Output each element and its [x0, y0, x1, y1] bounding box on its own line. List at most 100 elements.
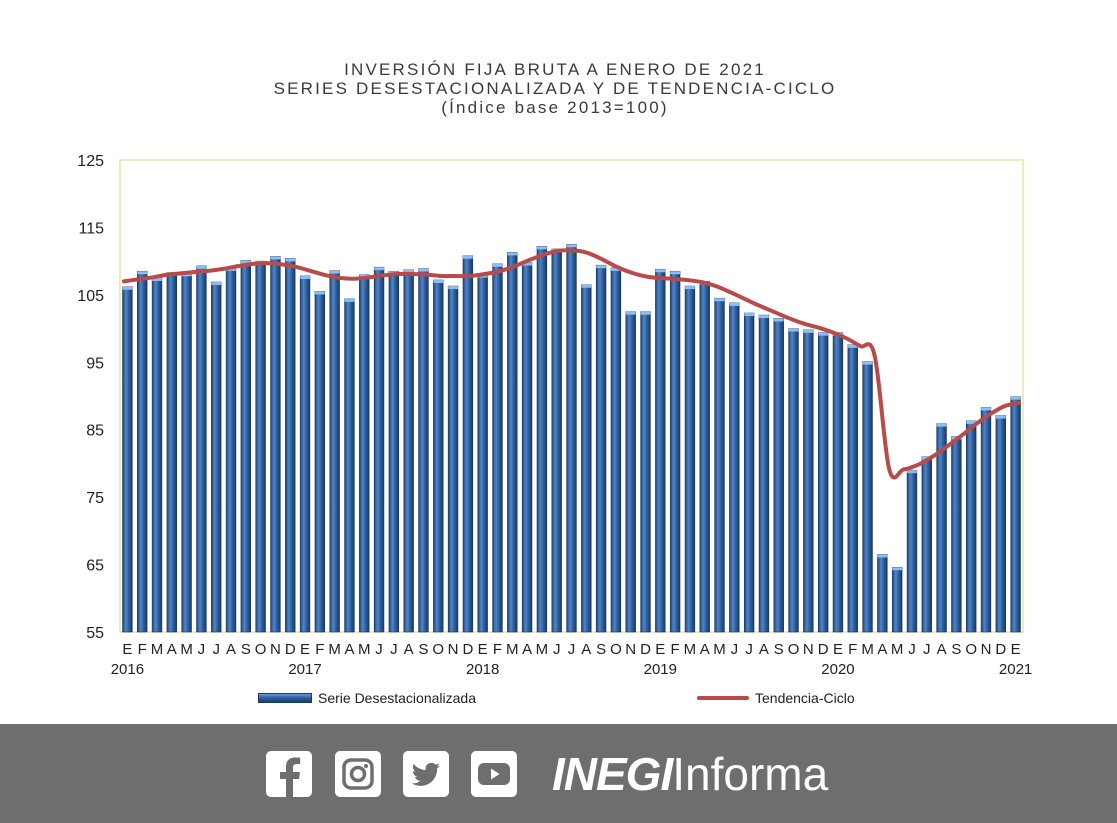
y-axis: 55 65 75 85 95 105 115 125: [77, 153, 104, 642]
bar-cap: [685, 286, 695, 290]
bar-cap: [581, 284, 592, 288]
x-month-label: F: [315, 641, 324, 658]
bar: [758, 314, 770, 633]
bar: [891, 566, 903, 633]
x-month-label: N: [803, 641, 814, 658]
x-month-label: F: [848, 641, 857, 658]
inegi-informa-logo[interactable]: INEGIInforma: [552, 746, 828, 802]
bar: [285, 258, 296, 633]
x-month-label: O: [610, 641, 622, 658]
x-month-label: J: [553, 641, 561, 658]
chart-subtitle: SERIES DESESTACIONALIZADA Y DE TENDENCIA…: [273, 79, 837, 98]
bar: [595, 264, 607, 633]
bar: [862, 361, 873, 633]
bar: [240, 260, 252, 633]
bar-cap: [314, 291, 325, 295]
bar: [388, 270, 400, 633]
bar-series: [122, 243, 1021, 633]
x-month-label: S: [596, 641, 606, 658]
bar: [566, 243, 577, 633]
bar: [492, 263, 503, 633]
bar-cap: [670, 271, 681, 275]
youtube-icon[interactable]: [471, 751, 517, 797]
x-month-label: A: [522, 641, 532, 658]
x-month-label: J: [923, 641, 931, 658]
bar: [714, 297, 725, 633]
bar-cap: [374, 267, 384, 271]
bar: [817, 332, 829, 633]
bar-cap: [122, 286, 133, 290]
bar-cap: [655, 269, 666, 273]
legend-item-line: Tendencia-Ciclo: [697, 690, 855, 706]
bar-cap: [152, 278, 162, 281]
bar-cap: [507, 252, 518, 256]
bar-cap: [1010, 396, 1021, 400]
brand-strong: INEGI: [552, 748, 673, 800]
x-month-label: S: [774, 641, 784, 658]
x-month-label: D: [462, 641, 473, 658]
x-month-label: A: [937, 641, 947, 658]
bar-cap: [759, 315, 769, 319]
legend-item-bar: Serie Desestacionalizada: [258, 690, 476, 706]
x-month-label: O: [965, 641, 977, 658]
legend-line-label: Tendencia-Ciclo: [755, 690, 855, 706]
y-tick-label: 55: [86, 625, 104, 642]
x-month-label: M: [506, 641, 519, 658]
bar-cap: [403, 269, 414, 273]
chart-subtitle-2: (Índice base 2013=100): [441, 98, 669, 117]
y-tick-label: 125: [77, 153, 104, 170]
bar-cap: [448, 286, 458, 290]
bar: [477, 274, 488, 633]
x-year-label: 2019: [644, 661, 677, 678]
bar-cap: [877, 554, 888, 558]
bar-cap: [862, 361, 873, 365]
bar-cap: [270, 256, 281, 260]
bar-cap: [847, 344, 858, 348]
x-month-label: J: [198, 641, 206, 658]
bar: [966, 420, 977, 633]
bar: [640, 311, 651, 633]
instagram-icon[interactable]: [335, 751, 381, 797]
twitter-icon[interactable]: [403, 751, 449, 797]
x-month-label: E: [300, 641, 310, 658]
bar-cap: [729, 302, 740, 306]
bar: [373, 266, 385, 633]
x-month-label: M: [151, 641, 164, 658]
facebook-icon[interactable]: [266, 751, 312, 797]
x-month-label: A: [344, 641, 354, 658]
x-month-label: A: [581, 641, 591, 658]
bar: [521, 262, 533, 633]
bar-cap: [196, 265, 207, 269]
x-month-label: J: [375, 641, 383, 658]
bar: [359, 274, 370, 633]
bar-cap: [773, 318, 784, 322]
bar-cap: [966, 420, 977, 424]
bar: [196, 265, 207, 633]
bar: [507, 252, 518, 633]
x-month-label: J: [212, 641, 220, 658]
x-year-label: 2017: [288, 661, 321, 678]
legend-line-swatch: [697, 696, 749, 700]
bar: [137, 270, 148, 633]
bar: [610, 267, 622, 633]
x-month-label: M: [358, 641, 371, 658]
legend: Serie Desestacionalizada Tendencia-Ciclo: [0, 690, 1117, 712]
bar-cap: [936, 423, 947, 427]
bar: [699, 281, 710, 633]
x-month-label: S: [418, 641, 428, 658]
bar: [729, 302, 740, 633]
x-month-label: M: [891, 641, 904, 658]
bar-cap: [240, 260, 251, 264]
bar: [462, 255, 474, 633]
bar-cap: [892, 567, 903, 571]
bar: [551, 248, 562, 633]
bar: [951, 436, 962, 633]
x-month-label: F: [138, 641, 147, 658]
x-month-label: N: [270, 641, 281, 658]
bar: [314, 291, 326, 633]
bar: [1010, 396, 1021, 633]
x-month-label: M: [684, 641, 697, 658]
bar: [447, 285, 459, 633]
bar: [669, 270, 681, 633]
bar: [803, 329, 814, 633]
